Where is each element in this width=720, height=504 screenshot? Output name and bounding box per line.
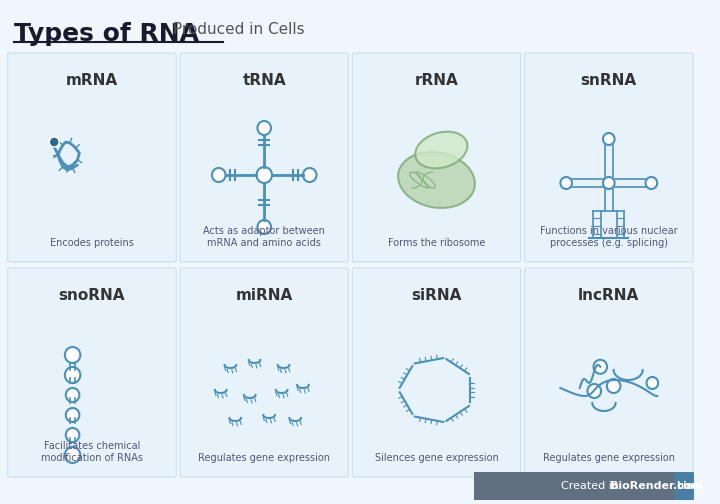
Ellipse shape (415, 132, 467, 168)
Text: siRNA: siRNA (411, 288, 462, 303)
FancyBboxPatch shape (8, 53, 176, 262)
Text: Produced in Cells: Produced in Cells (168, 22, 305, 37)
FancyBboxPatch shape (180, 268, 348, 477)
Circle shape (303, 168, 317, 182)
Circle shape (65, 347, 81, 363)
FancyBboxPatch shape (180, 53, 348, 262)
FancyBboxPatch shape (8, 268, 176, 477)
Circle shape (588, 384, 601, 398)
Circle shape (256, 167, 272, 183)
Text: Encodes proteins: Encodes proteins (50, 238, 134, 248)
Circle shape (593, 360, 607, 374)
FancyBboxPatch shape (675, 472, 694, 500)
Circle shape (65, 447, 81, 463)
Circle shape (212, 168, 225, 182)
Text: Created in: Created in (562, 481, 623, 491)
Circle shape (647, 377, 658, 389)
Text: rRNA: rRNA (415, 73, 459, 88)
Text: snRNA: snRNA (581, 73, 637, 88)
Text: tRNA: tRNA (243, 73, 286, 88)
Text: bio: bio (675, 481, 693, 491)
Circle shape (603, 177, 615, 189)
FancyBboxPatch shape (525, 53, 693, 262)
FancyBboxPatch shape (474, 472, 693, 500)
Text: Functions in various nuclear
processes (e.g. splicing): Functions in various nuclear processes (… (540, 226, 678, 248)
Circle shape (50, 137, 59, 147)
Circle shape (607, 379, 621, 393)
Text: miRNA: miRNA (235, 288, 293, 303)
Text: Regulates gene expression: Regulates gene expression (543, 453, 675, 463)
Text: Acts as adaptor between
mRNA and amino acids: Acts as adaptor between mRNA and amino a… (203, 226, 325, 248)
Ellipse shape (398, 152, 475, 208)
FancyBboxPatch shape (525, 268, 693, 477)
Circle shape (258, 220, 271, 234)
Text: lncRNA: lncRNA (578, 288, 639, 303)
Text: Facilitates chemical
modification of RNAs: Facilitates chemical modification of RNA… (41, 442, 143, 463)
Circle shape (603, 133, 615, 145)
Text: Forms the ribosome: Forms the ribosome (388, 238, 485, 248)
Text: mRNA: mRNA (66, 73, 118, 88)
Circle shape (66, 428, 79, 442)
FancyBboxPatch shape (352, 53, 521, 262)
FancyBboxPatch shape (352, 268, 521, 477)
Circle shape (65, 367, 81, 383)
Text: Types of RNA: Types of RNA (14, 22, 199, 46)
Text: BioRender.com: BioRender.com (610, 481, 703, 491)
Text: snoRNA: snoRNA (59, 288, 125, 303)
Circle shape (560, 177, 572, 189)
Circle shape (258, 121, 271, 135)
Text: Regulates gene expression: Regulates gene expression (198, 453, 330, 463)
Text: Silences gene expression: Silences gene expression (374, 453, 498, 463)
Circle shape (66, 388, 79, 402)
Circle shape (66, 408, 79, 422)
Circle shape (646, 177, 657, 189)
